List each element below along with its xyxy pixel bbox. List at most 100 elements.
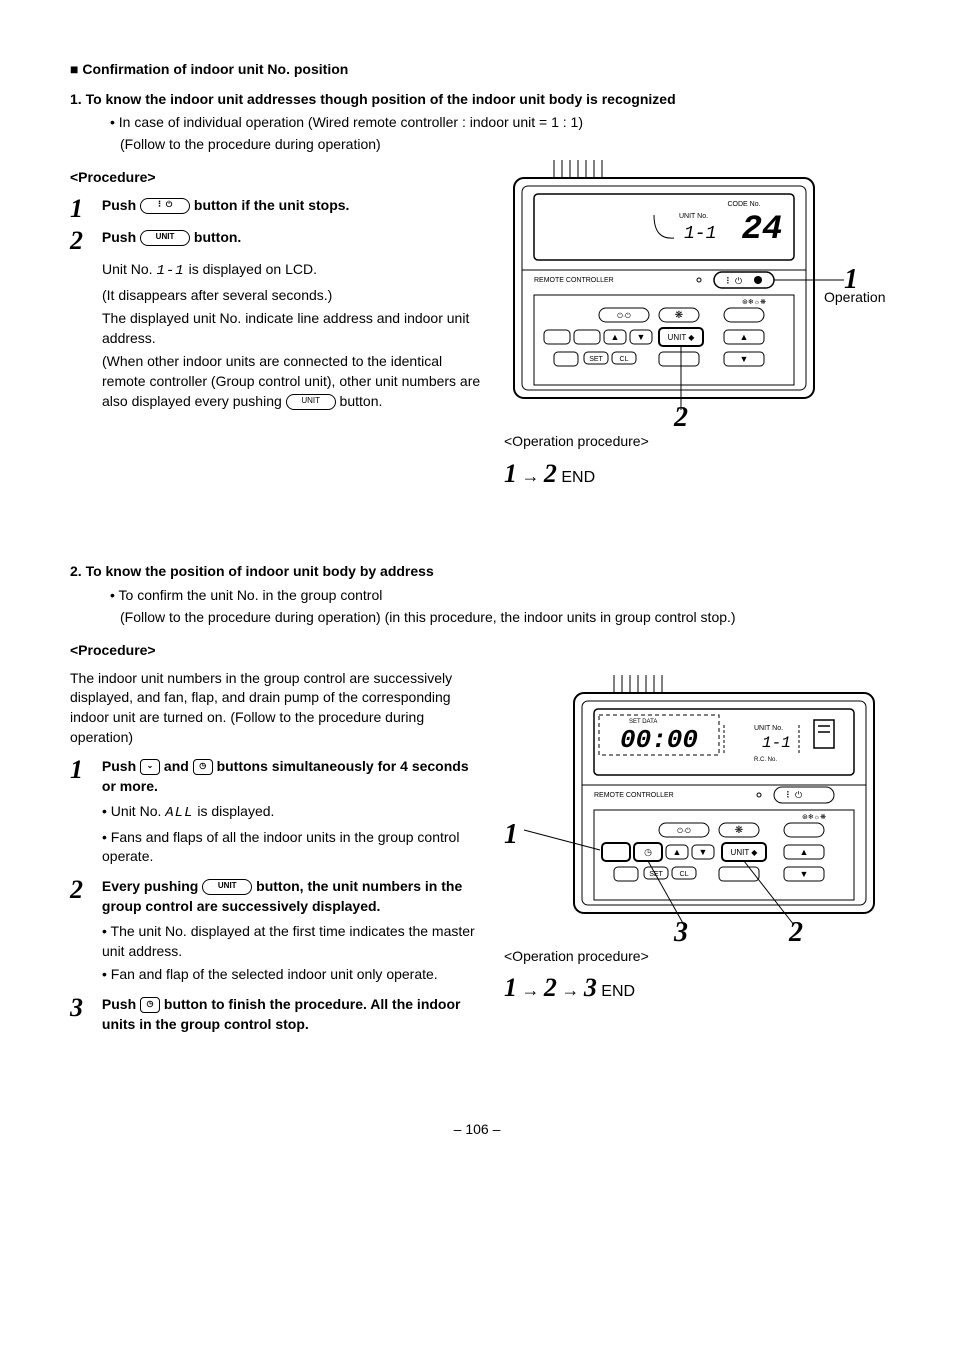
- sec1-bullet: In case of individual operation (Wired r…: [110, 113, 884, 133]
- sec1-step2-line3: The displayed unit No. indicate line add…: [102, 309, 484, 348]
- sec2-step1-b2: Fans and flaps of all the indoor units i…: [102, 828, 484, 867]
- lcd-value: ALL: [165, 805, 193, 821]
- text: and: [160, 758, 193, 774]
- step-number: 3: [70, 995, 98, 1021]
- flow-end: END: [601, 983, 635, 1000]
- sec2-step2-b1: The unit No. displayed at the first time…: [102, 922, 484, 961]
- svg-text:1-1: 1-1: [684, 224, 716, 244]
- text: is displayed.: [193, 803, 274, 819]
- svg-text:⏻·⏻: ⏻·⏻: [677, 827, 691, 835]
- text: Push: [102, 758, 140, 774]
- lcd-value: 1-1: [156, 263, 184, 279]
- sec1-step1: 1 Push ⠇ ⏻ button if the unit stops.: [70, 196, 484, 222]
- svg-text:▲: ▲: [800, 847, 809, 857]
- svg-text:CL: CL: [620, 356, 629, 363]
- page-heading: Confirmation of indoor unit No. position: [70, 60, 884, 80]
- svg-text:24: 24: [742, 211, 783, 249]
- sec2-step1-b1: Unit No. ALL is displayed.: [102, 802, 484, 824]
- op-procedure-label: <Operation procedure>: [504, 947, 884, 967]
- svg-text:REMOTE CONTROLLER: REMOTE CONTROLLER: [534, 277, 614, 284]
- callout-1: 1: [504, 815, 518, 854]
- svg-text:CODE No.: CODE No.: [727, 201, 760, 208]
- svg-text:▲: ▲: [611, 332, 620, 342]
- text: is displayed on LCD.: [185, 261, 317, 277]
- svg-text:UNIT No.: UNIT No.: [754, 725, 783, 732]
- sec2-bullet: To confirm the unit No. in the group con…: [110, 586, 884, 606]
- arrow-icon: →: [521, 466, 539, 486]
- test-button-icon: ◷: [193, 759, 213, 775]
- svg-text:▼: ▼: [740, 354, 749, 364]
- flow-step: 2: [544, 973, 557, 1002]
- svg-text:1-1: 1-1: [762, 734, 791, 752]
- text: button.: [336, 393, 383, 409]
- sec1-step2: 2 Push UNIT button.: [70, 228, 484, 254]
- flow-step: 3: [584, 973, 597, 1002]
- unit-button-icon: UNIT: [286, 394, 336, 410]
- test-button-icon: ◷: [140, 997, 160, 1013]
- text: Every pushing: [102, 878, 202, 894]
- svg-text:SET: SET: [649, 871, 663, 878]
- svg-text:⊛❄☼❋: ⊛❄☼❋: [802, 813, 826, 821]
- flow-step: 1: [504, 459, 517, 488]
- sec2-title: 2. To know the position of indoor unit b…: [70, 562, 884, 582]
- callout-2: 2: [789, 913, 803, 952]
- page-number: – 106 –: [70, 1120, 884, 1140]
- svg-text:⏻·⏻: ⏻·⏻: [617, 312, 631, 320]
- text: button.: [190, 229, 241, 245]
- sec2-step1: 1 Push ⌄ and ◷ buttons simultaneously fo…: [70, 757, 484, 796]
- op-procedure-label: <Operation procedure>: [504, 432, 884, 452]
- text: Push: [102, 996, 140, 1012]
- svg-text:UNIT ◆: UNIT ◆: [668, 333, 696, 342]
- vent-button-icon: ⌄: [140, 759, 160, 775]
- sec1-bullet-sub: (Follow to the procedure during operatio…: [120, 135, 884, 155]
- sec1-title: 1. To know the indoor unit addresses tho…: [70, 90, 884, 110]
- step-number: 2: [70, 877, 98, 903]
- svg-text:R.C. No.: R.C. No.: [754, 757, 777, 763]
- sec1-step2-line2: (It disappears after several seconds.): [102, 286, 484, 306]
- unit-button-icon: UNIT: [140, 230, 190, 246]
- step-number: 1: [70, 196, 98, 222]
- flow-step: 2: [544, 459, 557, 488]
- text: Push: [102, 229, 140, 245]
- sec2-step2: 2 Every pushing UNIT button, the unit nu…: [70, 877, 484, 916]
- svg-text:SET: SET: [589, 356, 603, 363]
- text: Push: [102, 197, 140, 213]
- unit-button-icon: UNIT: [202, 879, 252, 895]
- flow-end: END: [561, 469, 595, 486]
- remote-controller-diagram-1: CODE No. 24 UNIT No. 1-1 REMOTE CONTROLL…: [504, 160, 884, 420]
- svg-text:⠇ ⏻: ⠇ ⏻: [726, 276, 742, 286]
- svg-text:❋: ❋: [675, 310, 683, 321]
- svg-text:UNIT No.: UNIT No.: [679, 213, 708, 220]
- sec2-flow: 1 → 2 → 3 END: [504, 970, 884, 1006]
- svg-text:REMOTE CONTROLLER: REMOTE CONTROLLER: [594, 792, 674, 799]
- flow-step: 1: [504, 973, 517, 1002]
- text: Unit No.: [102, 261, 156, 277]
- svg-text:▲: ▲: [740, 332, 749, 342]
- svg-text:◷: ◷: [644, 847, 652, 857]
- remote-controller-diagram-2: SET DATA 00:00 UNIT No. 1-1 R.C. No. REM…: [504, 675, 884, 935]
- svg-text:⊛❄☼❋: ⊛❄☼❋: [742, 298, 766, 306]
- svg-text:⠇ ⏻: ⠇ ⏻: [786, 790, 802, 800]
- svg-text:❋: ❋: [735, 825, 743, 836]
- sec2-bullet-sub: (Follow to the procedure during operatio…: [120, 608, 884, 628]
- callout-2: 2: [674, 398, 688, 437]
- sec1-step2-line1: Unit No. 1-1 is displayed on LCD.: [102, 260, 484, 282]
- arrow-icon: →: [561, 980, 579, 1000]
- text: button if the unit stops.: [190, 197, 349, 213]
- onoff-button-icon: ⠇ ⏻: [140, 198, 190, 214]
- operation-label: Operation: [824, 288, 885, 308]
- sec1-step2-line4: (When other indoor units are connected t…: [102, 352, 484, 411]
- arrow-icon: →: [521, 980, 539, 1000]
- svg-text:UNIT ◆: UNIT ◆: [731, 848, 759, 857]
- svg-text:▼: ▼: [699, 847, 708, 857]
- step-number: 2: [70, 228, 98, 254]
- sec2-step2-b2: Fan and flap of the selected indoor unit…: [102, 965, 484, 985]
- step-number: 1: [70, 757, 98, 783]
- svg-text:▼: ▼: [637, 332, 646, 342]
- text: Unit No.: [111, 803, 165, 819]
- sec2-step3: 3 Push ◷ button to finish the procedure.…: [70, 995, 484, 1034]
- svg-text:CL: CL: [680, 871, 689, 878]
- sec2-procedure-label: <Procedure>: [70, 641, 884, 661]
- callout-3: 3: [674, 913, 688, 952]
- svg-text:▼: ▼: [800, 869, 809, 879]
